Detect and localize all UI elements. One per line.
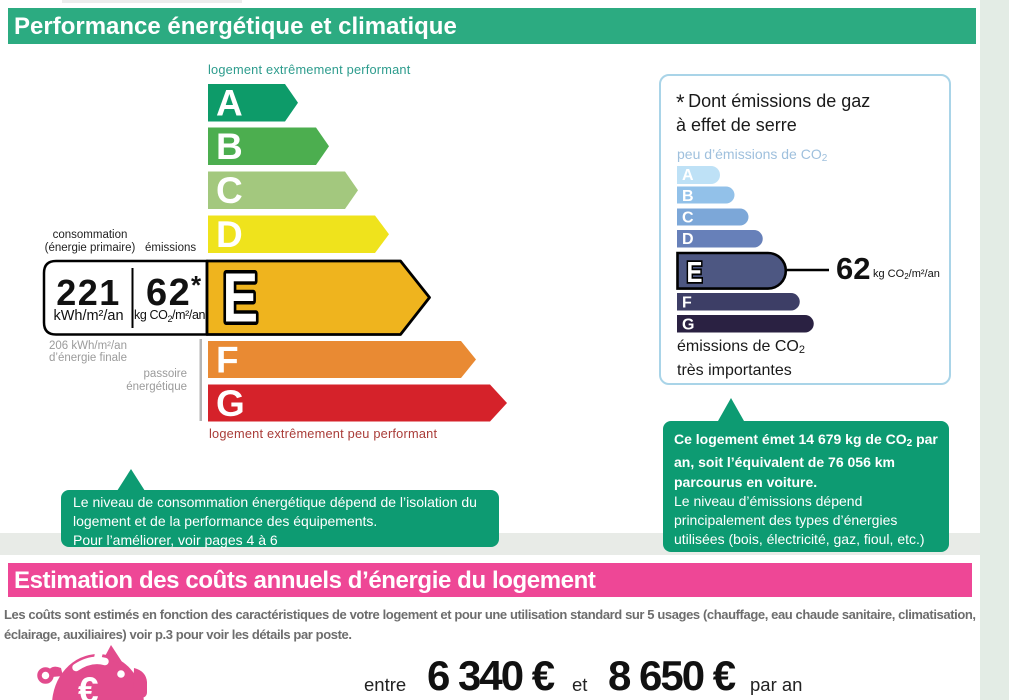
svg-text:G: G — [682, 317, 694, 334]
svg-text:C: C — [682, 210, 694, 227]
svg-text:E: E — [223, 260, 258, 338]
svg-text:E: E — [687, 256, 703, 288]
svg-text:D: D — [216, 214, 243, 255]
svg-text:A: A — [682, 167, 694, 184]
svg-text:F: F — [216, 340, 239, 381]
svg-text:€: € — [78, 670, 99, 700]
svg-text:F: F — [682, 295, 692, 312]
svg-text:D: D — [682, 231, 694, 248]
svg-text:G: G — [216, 383, 245, 424]
svg-text:B: B — [216, 126, 243, 167]
svg-text:C: C — [216, 170, 243, 211]
svg-text:A: A — [216, 83, 243, 124]
svg-text:B: B — [682, 188, 694, 205]
